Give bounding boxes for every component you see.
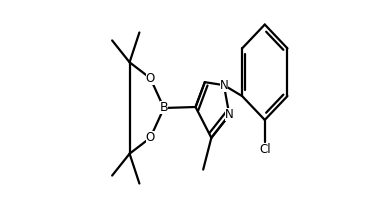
- Text: N: N: [220, 79, 228, 92]
- Text: Cl: Cl: [259, 143, 271, 156]
- Text: O: O: [146, 72, 155, 85]
- Text: O: O: [146, 131, 155, 144]
- Text: N: N: [225, 108, 234, 122]
- Text: B: B: [160, 101, 168, 114]
